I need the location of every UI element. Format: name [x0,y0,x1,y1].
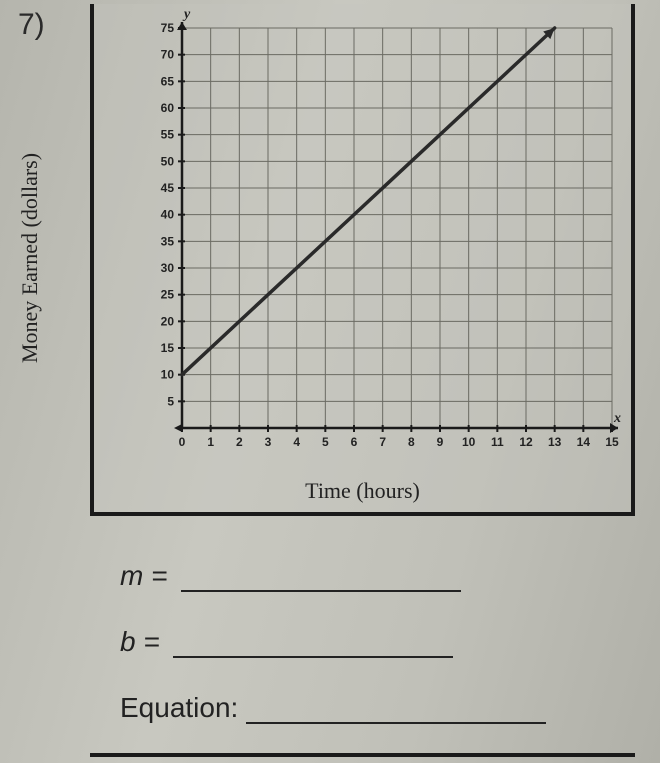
equation-row: Equation: [120,692,620,724]
svg-text:15: 15 [161,341,175,355]
b-blank[interactable] [173,632,453,658]
svg-text:30: 30 [161,261,175,275]
svg-text:x: x [613,411,621,426]
svg-text:7: 7 [379,435,386,449]
b-label: b = [120,626,167,658]
svg-text:10: 10 [161,368,175,382]
m-blank[interactable] [181,566,461,592]
chart-frame: Money Earned (dollars) Time (hours) 0123… [90,4,635,516]
svg-text:2: 2 [236,435,243,449]
svg-text:5: 5 [167,394,174,408]
svg-text:65: 65 [161,74,175,88]
svg-text:13: 13 [548,435,562,449]
svg-text:9: 9 [437,435,444,449]
svg-text:50: 50 [161,154,175,168]
svg-text:12: 12 [519,435,533,449]
svg-text:75: 75 [161,21,175,35]
svg-text:35: 35 [161,234,175,248]
m-row: m = [120,560,620,592]
svg-text:45: 45 [161,181,175,195]
svg-text:60: 60 [161,101,175,115]
svg-text:4: 4 [293,435,300,449]
svg-text:5: 5 [322,435,329,449]
svg-text:25: 25 [161,288,175,302]
b-row: b = [120,626,620,658]
svg-text:14: 14 [577,435,591,449]
svg-text:3: 3 [265,435,272,449]
svg-text:10: 10 [462,435,476,449]
chart-svg: 0123456789101112131415510152025303540455… [134,10,624,470]
y-axis-label: Money Earned (dollars) [17,153,43,363]
problem-number: 7) [18,8,45,42]
equation-label: Equation: [120,692,238,724]
m-label: m = [120,560,175,592]
svg-text:6: 6 [351,435,358,449]
worksheet-page: 7) Money Earned (dollars) Time (hours) 0… [0,0,660,763]
svg-text:0: 0 [179,435,186,449]
svg-text:y: y [182,10,191,22]
chart-area: Money Earned (dollars) Time (hours) 0123… [94,4,631,512]
x-axis-label: Time (hours) [305,478,420,504]
svg-text:11: 11 [491,435,504,449]
svg-text:40: 40 [161,208,175,222]
svg-text:8: 8 [408,435,415,449]
answer-area: m = b = Equation: [120,560,620,724]
svg-text:70: 70 [161,48,175,62]
svg-text:1: 1 [207,435,214,449]
svg-text:15: 15 [605,435,619,449]
svg-text:55: 55 [161,128,175,142]
next-frame-edge [90,753,635,763]
equation-blank[interactable] [246,698,546,724]
svg-text:20: 20 [161,314,175,328]
